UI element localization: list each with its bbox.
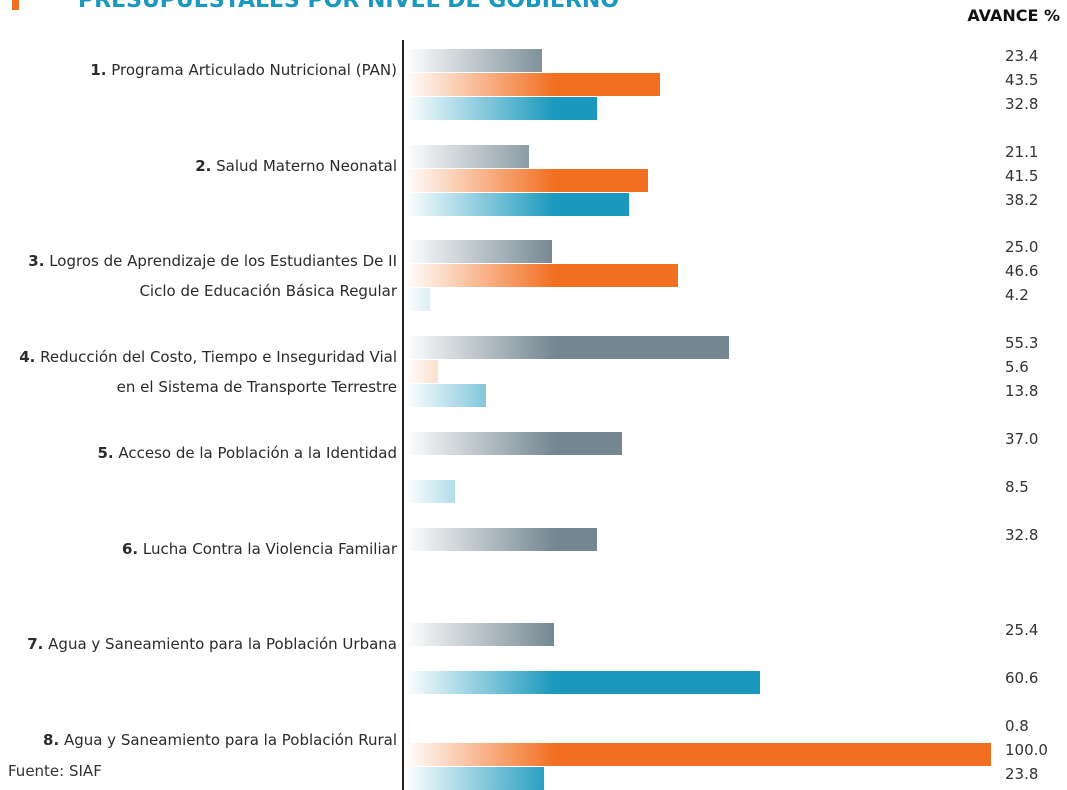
bar (405, 240, 552, 264)
category-number: 3. (28, 252, 45, 271)
category-number: 6. (122, 539, 139, 558)
value-header: AVANCE % (967, 6, 1060, 25)
category-name: Salud Materno Neonatal (216, 156, 397, 175)
value-label: 38.2 (1005, 190, 1039, 209)
value-label: 23.4 (1005, 47, 1039, 65)
category-label: 1. Programa Articulado Nutricional (PAN) (0, 55, 397, 85)
bar (405, 431, 622, 455)
bar (405, 288, 430, 312)
category-label: 8. Agua y Saneamiento para la Población … (0, 725, 397, 755)
title-marker (12, 0, 19, 10)
value-label: 13.8 (1005, 382, 1039, 401)
bar (405, 144, 529, 168)
chart-title: PRESUPUESTALES POR NIVEL DE GOBIERNO (78, 0, 620, 13)
bar (405, 97, 598, 120)
category-name: Programa Articulado Nutricional (PAN) (111, 61, 397, 79)
value-label: 60.6 (1005, 669, 1039, 688)
source-note: Fuente: SIAF (8, 762, 102, 780)
category-number: 7. (27, 635, 44, 654)
value-label: 25.0 (1005, 238, 1039, 257)
category-number: 8. (43, 730, 60, 749)
category-label: 5. Acceso de la Población a la Identidad (0, 438, 397, 468)
bar (405, 192, 629, 216)
bar (405, 168, 649, 192)
bar (405, 671, 761, 695)
value-label: 25.4 (1005, 621, 1039, 640)
category-number: 4. (19, 348, 36, 367)
bar (405, 384, 486, 408)
category-name: Lucha Contra la Violencia Familiar (142, 539, 397, 558)
bar (405, 336, 730, 360)
category-name: Logros de Aprendizaje de los Estudiantes… (49, 252, 397, 301)
bar (405, 73, 660, 96)
value-label: 100.0 (1005, 740, 1048, 759)
category-number: 1. (90, 61, 107, 79)
value-label: 55.3 (1005, 334, 1039, 353)
value-label: 0.8 (1005, 716, 1029, 735)
bar (405, 360, 438, 384)
value-label: 43.5 (1005, 71, 1039, 89)
category-label: 7. Agua y Saneamiento para la Población … (0, 629, 397, 659)
bar (405, 766, 545, 790)
value-label: 41.5 (1005, 166, 1039, 185)
category-name: Agua y Saneamiento para la Población Urb… (48, 635, 397, 654)
category-name: Acceso de la Población a la Identidad (118, 443, 397, 462)
bar (405, 718, 410, 742)
axis-line (402, 40, 404, 790)
value-label: 32.8 (1005, 525, 1039, 544)
category-number: 5. (97, 443, 114, 462)
value-label: 46.6 (1005, 262, 1039, 281)
value-label: 4.2 (1005, 286, 1029, 305)
bar (405, 623, 554, 647)
value-label: 5.6 (1005, 358, 1029, 377)
bar (405, 49, 543, 72)
value-label: 8.5 (1005, 477, 1029, 496)
bar (405, 527, 598, 551)
category-label: 3. Logros de Aprendizaje de los Estudian… (0, 246, 397, 306)
bar (405, 742, 991, 766)
value-label: 37.0 (1005, 429, 1039, 448)
bar (405, 264, 679, 288)
category-label: 6. Lucha Contra la Violencia Familiar (0, 534, 397, 564)
category-label: 2. Salud Materno Neonatal (0, 151, 397, 181)
category-name: Reducción del Costo, Tiempo e Insegurida… (40, 348, 397, 397)
bar (405, 479, 455, 503)
value-label: 32.8 (1005, 95, 1039, 113)
value-label: 23.8 (1005, 764, 1039, 783)
category-label: 4. Reducción del Costo, Tiempo e Insegur… (0, 342, 397, 402)
value-label: 21.1 (1005, 142, 1039, 161)
category-name: Agua y Saneamiento para la Población Rur… (63, 730, 397, 749)
category-number: 2. (195, 156, 212, 175)
